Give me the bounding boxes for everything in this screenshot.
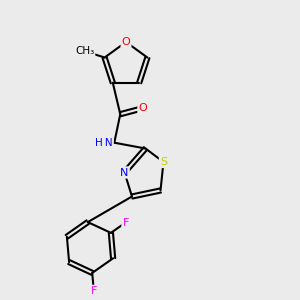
Text: N: N [120,167,129,178]
Text: F: F [91,286,97,296]
Text: S: S [160,157,167,167]
Text: O: O [138,103,147,113]
Text: F: F [122,218,129,227]
Text: H N: H N [95,138,113,148]
Text: O: O [122,37,130,47]
Text: CH₃: CH₃ [75,46,94,56]
